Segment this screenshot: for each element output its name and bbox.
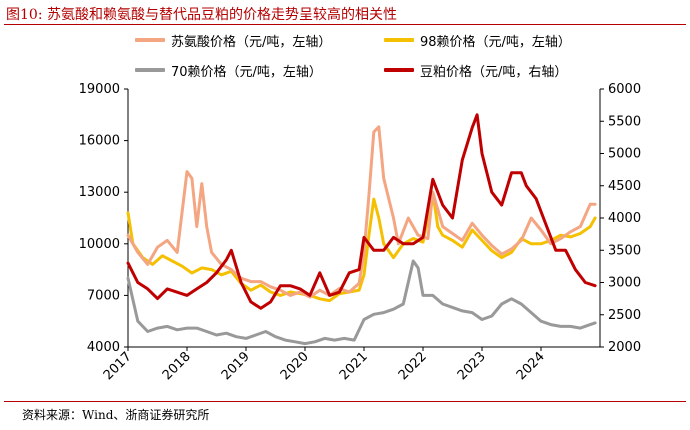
legend-label: 70赖价格（元/吨，左轴）: [171, 64, 322, 80]
legend-item: 苏氨酸价格（元/吨，左轴）: [135, 30, 331, 50]
left-tick-label: 19000: [79, 82, 120, 97]
right-tick-label: 5000: [608, 147, 641, 162]
legend-item: 98赖价格（元/吨，左轴）: [384, 30, 571, 50]
x-tick-label: 2023: [455, 349, 489, 383]
x-tick-label: 2024: [514, 349, 548, 383]
left-tick-label: 7000: [87, 288, 120, 303]
legend-label: 苏氨酸价格（元/吨，左轴）: [171, 34, 332, 50]
source-note: 资料来源：Wind、浙商证券研究所: [22, 408, 210, 422]
legend-label: 98赖价格（元/吨，左轴）: [420, 34, 571, 50]
legend-swatch: [135, 38, 165, 42]
right-tick-label: 5500: [608, 114, 641, 129]
series-line-2: [126, 259, 597, 346]
right-tick-label: 3000: [608, 276, 641, 291]
series-line-3: [126, 113, 597, 310]
x-tick-label: 2021: [337, 349, 371, 383]
chart-title: 图10: 苏氨酸和赖氨酸与替代品豆粕的价格走势呈较高的相关性: [6, 7, 397, 23]
left-tick-label: 16000: [79, 134, 120, 149]
right-tick-label: 3500: [608, 243, 641, 258]
x-tick-label: 2022: [396, 349, 430, 383]
left-tick-label: 10000: [79, 237, 120, 252]
legend-item: 70赖价格（元/吨，左轴）: [135, 60, 322, 80]
right-tick-label: 4500: [608, 179, 641, 194]
right-tick-label: 2500: [608, 308, 641, 323]
left-tick-label: 4000: [87, 340, 120, 355]
series-line-0: [126, 125, 597, 299]
legend-swatch: [384, 68, 414, 72]
x-tick-label: 2020: [278, 349, 312, 383]
title-divider: [4, 24, 686, 25]
legend-swatch: [384, 38, 414, 42]
right-tick-label: 2000: [608, 340, 641, 355]
right-tick-label: 6000: [608, 82, 641, 97]
left-tick-label: 13000: [79, 185, 120, 200]
legend-label: 豆粕价格（元/吨，右轴）: [420, 64, 568, 80]
price-trend-chart: 4000 7000 10000 13000 16000 19000 2000 2500 3000…: [79, 82, 641, 383]
right-tick-label: 4000: [608, 211, 641, 226]
legend-swatch: [135, 68, 165, 72]
footer-divider: [4, 401, 686, 402]
legend-item: 豆粕价格（元/吨，右轴）: [384, 60, 567, 80]
x-tick-label: 2018: [160, 349, 194, 383]
x-tick-label: 2019: [219, 349, 253, 383]
